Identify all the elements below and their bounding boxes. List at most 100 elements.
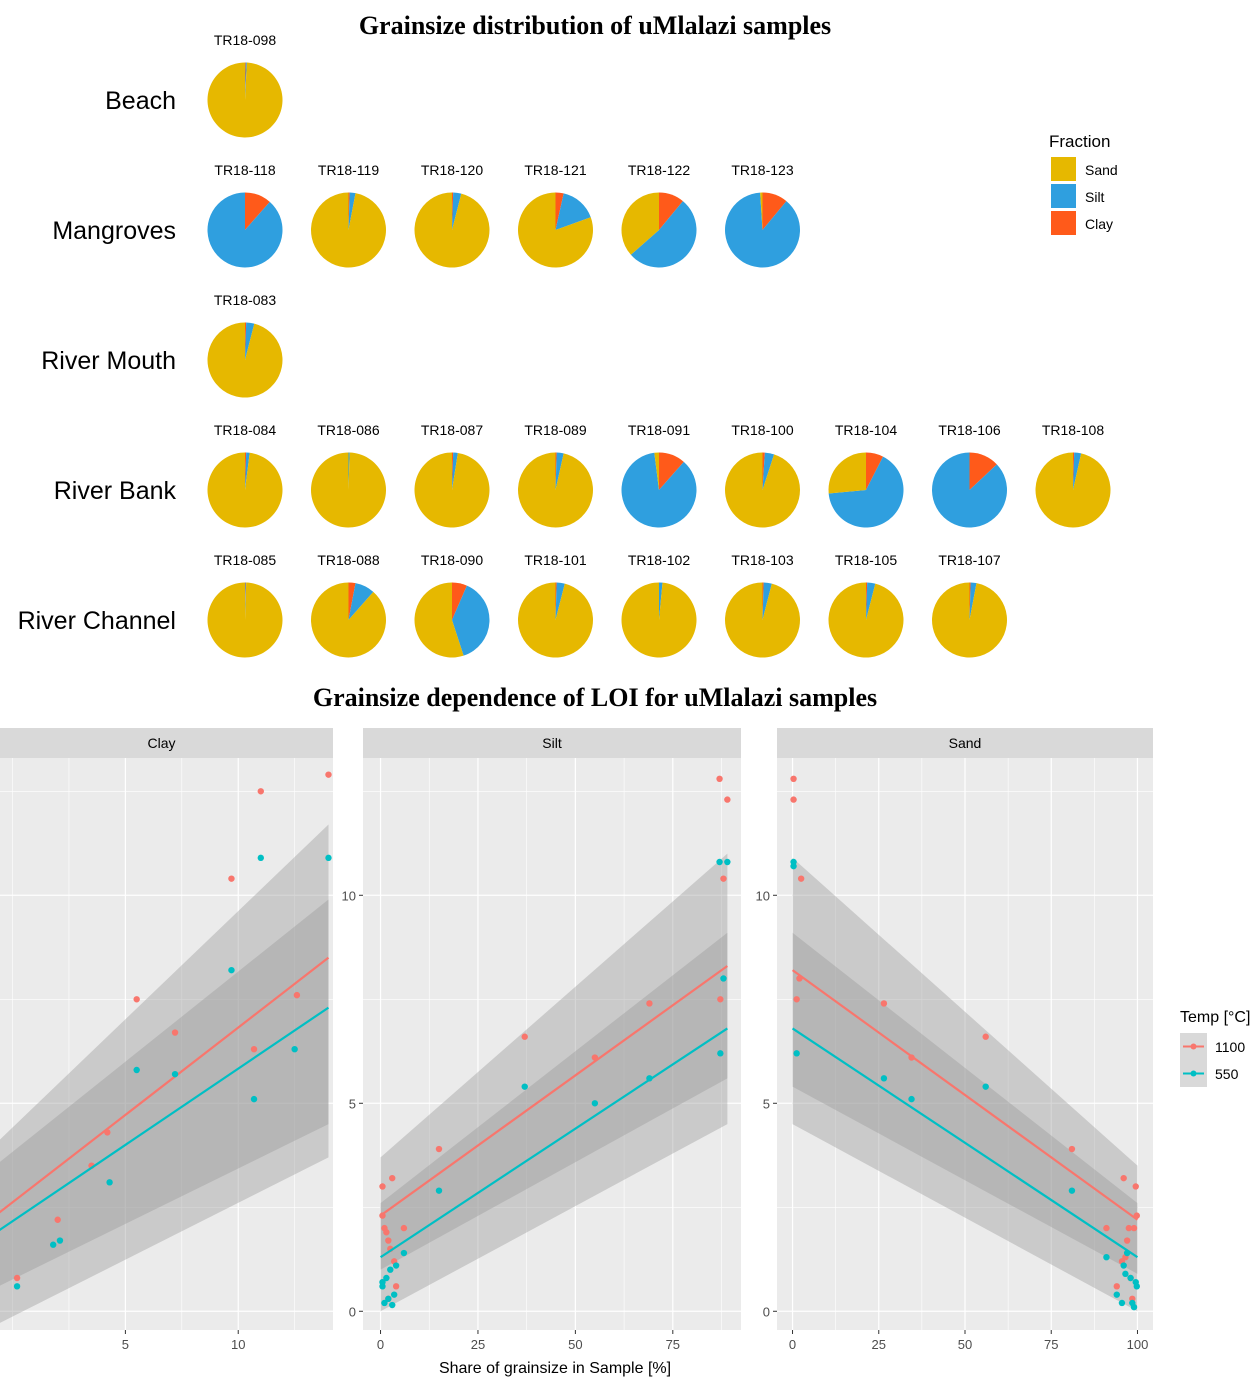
scatter-chart-title: Grainsize dependence of LOI for uMlalazi… (313, 683, 877, 712)
data-point-1100 (717, 996, 724, 1003)
data-point-1100 (250, 1046, 258, 1053)
temp-legend-title: Temp [°C] (1180, 1009, 1250, 1026)
pie-sample-label: TR18-087 (421, 422, 483, 438)
pie-slice-silt (762, 582, 772, 620)
x-tick-label: 25 (872, 1337, 886, 1352)
y-tick-label: 10 (342, 888, 356, 903)
pie-slice-sand (724, 452, 800, 528)
pie-slice-clay (348, 582, 356, 620)
data-point-1100 (716, 775, 723, 782)
pie-slice-sand (518, 452, 593, 528)
data-point-550 (1103, 1254, 1110, 1261)
pie: TR18-101 (517, 552, 593, 658)
data-point-1100 (591, 1054, 599, 1061)
x-tick-label: 75 (666, 1337, 680, 1352)
pie-slice-silt (452, 585, 490, 656)
data-point-1100 (1133, 1212, 1140, 1219)
pie: TR18-083 (207, 292, 283, 398)
data-point-550 (390, 1291, 398, 1298)
pie-slice-clay (866, 452, 884, 490)
gridlines (777, 758, 1153, 1330)
pie-sample-label: TR18-106 (938, 422, 1000, 438)
data-point-550 (228, 966, 235, 974)
pie-slice-sand (621, 192, 659, 255)
pie: TR18-087 (414, 422, 490, 528)
facet-strip (363, 728, 741, 758)
pie: TR18-102 (621, 552, 697, 658)
pie-slice-clay (452, 452, 454, 490)
pie-row: River Bank TR18-084 TR18-086 TR18-087 TR18-0… (54, 422, 1111, 528)
pie-slice-clay (555, 452, 557, 490)
pie-sample-label: TR18-100 (731, 422, 793, 438)
pie-slice-silt (1073, 452, 1082, 490)
pie: TR18-090 (414, 552, 490, 658)
data-point-550 (1133, 1283, 1140, 1290)
data-point-1100 (54, 1216, 61, 1223)
row-label: River Channel (18, 607, 176, 635)
confidence-band-1100 (380, 853, 728, 1270)
pie-sample-label: TR18-104 (835, 422, 897, 438)
data-point-1100 (400, 1224, 408, 1232)
pie-sample-label: TR18-086 (317, 422, 379, 438)
pie-sample-label: TR18-089 (524, 422, 586, 438)
pie-slice-clay (452, 582, 467, 620)
x-tick-label: 25 (471, 1337, 485, 1352)
pie-sample-label: TR18-107 (938, 552, 1000, 568)
pie-slice-silt (245, 322, 255, 360)
legend-label: 1100 (1215, 1039, 1245, 1055)
pie-slice-clay (762, 452, 765, 490)
data-point-1100 (325, 771, 332, 778)
data-point-1100 (1068, 1145, 1076, 1153)
pie-sample-label: TR18-090 (421, 552, 483, 568)
pie-slice-silt (555, 193, 591, 230)
fit-line-550 (0, 1006, 330, 1231)
confidence-band-1100 (792, 857, 1138, 1274)
pie-slice-silt (621, 452, 697, 528)
pie-slice-silt (348, 583, 374, 620)
legend-label: Sand (1085, 162, 1118, 178)
data-point-1100 (171, 1029, 179, 1036)
data-point-550 (880, 1075, 888, 1082)
x-tick-label: 100 (1127, 1337, 1149, 1352)
data-point-1100 (1130, 1224, 1138, 1232)
legend-label: 550 (1215, 1066, 1239, 1082)
pie-slice-sand (311, 192, 386, 268)
y-tick-label: 0 (349, 1304, 356, 1319)
data-point-550 (389, 1301, 396, 1309)
pie-slice-clay (245, 452, 247, 490)
row-label: River Mouth (41, 347, 176, 375)
pie-slice-silt (630, 201, 697, 268)
data-point-550 (379, 1283, 386, 1290)
pie-slice-clay (659, 452, 684, 490)
pie-row: River Channel TR18-085 TR18-088 TR18-090 TR1… (18, 552, 1007, 658)
data-point-550 (521, 1083, 528, 1090)
y-tick-label: 5 (349, 1096, 356, 1111)
pie-slice-silt (555, 582, 565, 620)
pie-grid: Beach TR18-098 Mangroves TR18-118 TR18-119 TR… (18, 32, 1111, 658)
data-layer (790, 775, 1140, 1312)
pie-slice-sand (518, 192, 593, 268)
data-point-550 (1118, 1299, 1126, 1307)
pie-slice-silt (828, 456, 904, 528)
data-point-550 (1127, 1274, 1134, 1282)
legend-point-1100 (1190, 1043, 1197, 1050)
data-point-550 (646, 1075, 653, 1082)
pie: TR18-107 (931, 552, 1007, 658)
data-point-1100 (796, 975, 803, 982)
data-point-1100 (392, 1283, 400, 1290)
pie-slice-silt (348, 192, 356, 230)
y-tick-label: 10 (756, 888, 770, 903)
data-point-1100 (724, 796, 731, 803)
data-point-550 (400, 1249, 408, 1257)
data-point-550 (171, 1070, 179, 1078)
facet-label: Sand (949, 735, 982, 751)
data-point-1100 (1132, 1183, 1139, 1190)
pie-sample-label: TR18-088 (317, 552, 379, 568)
pie-slice-sand (207, 62, 283, 138)
x-tick-label: 0 (377, 1337, 384, 1352)
data-point-1100 (1113, 1283, 1120, 1290)
facet-panel-clay: Clay 5 10 (0, 728, 333, 1352)
pie-slice-silt (969, 582, 977, 620)
pie: TR18-089 (518, 422, 593, 528)
